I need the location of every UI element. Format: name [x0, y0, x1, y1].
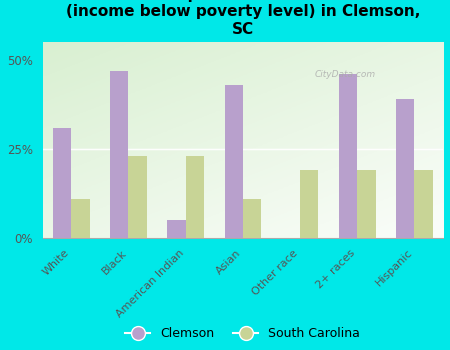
Bar	[128, 156, 147, 238]
Bar	[167, 220, 186, 238]
Title: Breakdown of poor residents within races
(income below poverty level) in Clemson: Breakdown of poor residents within races…	[63, 0, 422, 37]
Bar	[243, 199, 261, 238]
Bar	[396, 99, 414, 238]
Bar	[357, 170, 376, 238]
Bar	[128, 156, 147, 238]
Bar	[53, 127, 71, 238]
Bar	[186, 156, 204, 238]
Bar	[396, 99, 414, 238]
Text: CityData.com: CityData.com	[315, 70, 376, 79]
Bar	[339, 74, 357, 238]
Bar	[225, 85, 243, 238]
Legend: Clemson, South Carolina: Clemson, South Carolina	[121, 322, 365, 345]
Bar	[110, 70, 128, 238]
Bar	[167, 220, 186, 238]
Bar	[339, 74, 357, 238]
Bar	[300, 170, 318, 238]
Bar	[71, 199, 90, 238]
Bar	[414, 170, 433, 238]
Bar	[414, 170, 433, 238]
Bar	[110, 70, 128, 238]
Bar	[357, 170, 376, 238]
Bar	[53, 127, 71, 238]
Bar	[71, 199, 90, 238]
Bar	[300, 170, 318, 238]
Bar	[243, 199, 261, 238]
Bar	[186, 156, 204, 238]
Bar	[225, 85, 243, 238]
